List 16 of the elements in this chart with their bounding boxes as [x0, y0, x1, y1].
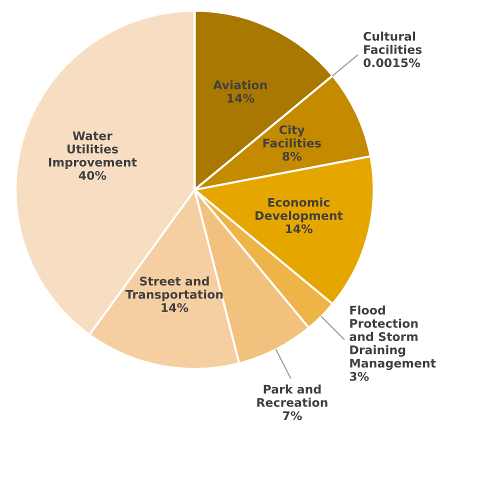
slice-label: Park and Recreation: [257, 384, 328, 407]
data-label: 3%: [350, 372, 369, 381]
data-label: 7%: [282, 411, 302, 420]
data-label: 14%: [286, 224, 312, 234]
data-label: 0.0015%: [364, 58, 420, 68]
slice-label: Aviation: [213, 80, 267, 90]
slice-label: Water Utilities Improvement: [48, 131, 137, 169]
slice-label: City Facilities: [263, 125, 321, 148]
data-label: 8%: [282, 152, 302, 161]
data-label: 14%: [162, 303, 188, 312]
slice-label: Flood Protection and Storm Draining Management: [350, 306, 436, 370]
data-label: 14%: [228, 94, 254, 103]
data-label: 40%: [78, 170, 106, 180]
slice-label: Cultural Facilities: [364, 32, 422, 54]
slice-label: Economic Development: [256, 198, 343, 222]
slice-label: Street and Transportation: [125, 276, 223, 302]
